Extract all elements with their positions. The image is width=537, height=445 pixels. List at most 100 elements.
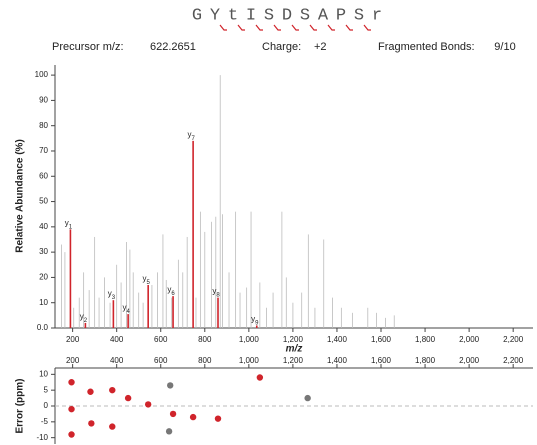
peak-label: y7 (187, 130, 195, 141)
ion-index: 7 (191, 135, 195, 141)
x-tick-label: 1,600 (371, 335, 392, 344)
ion: y (108, 289, 112, 298)
x-tick-label: 1,000 (239, 335, 260, 344)
ion-index: 8 (216, 292, 220, 298)
x-tick-label: 2,200 (503, 356, 524, 365)
error-point (144, 401, 152, 408)
residue: D (282, 6, 292, 25)
y-tick-label: 0.0 (37, 323, 49, 332)
y-tick-label: 40 (39, 222, 48, 231)
error-point (189, 413, 197, 421)
fragment-mark (255, 24, 263, 31)
y-tick-label: 30 (39, 247, 48, 256)
peak-label: y6 (167, 285, 175, 296)
x-tick-label: 1,800 (415, 356, 436, 365)
y-tick-label: 80 (39, 121, 48, 130)
ion-index: 2 (84, 318, 88, 324)
precursor: 622.2651 (150, 41, 196, 53)
error-point (88, 420, 95, 427)
ion-index: 5 (147, 280, 151, 286)
residue: G (192, 6, 202, 25)
charge: +2 (314, 41, 327, 53)
ion-index: 1 (69, 224, 73, 230)
ion: y (251, 315, 255, 324)
ion-index: 6 (171, 291, 175, 297)
x-tick-label: 1,200 (283, 335, 304, 344)
x-tick-label: 1,800 (415, 335, 436, 344)
ion: y (143, 274, 147, 283)
peak-label: y1 (65, 218, 73, 229)
y-tick-label: -10 (36, 433, 48, 442)
peak-label: y3 (108, 289, 116, 300)
error-point (304, 394, 311, 402)
residue: Y (210, 6, 220, 25)
y-tick-label: 50 (39, 197, 48, 206)
ion-index: 9 (255, 320, 259, 326)
peak-label: y8 (212, 287, 220, 298)
residue: t (228, 6, 238, 25)
fragment-mark (309, 24, 317, 31)
fragment-mark (273, 24, 281, 31)
charge-label: Charge: (262, 41, 301, 53)
x-tick-label: 1,400 (327, 356, 348, 365)
ion: y (212, 287, 216, 296)
residue: A (318, 6, 329, 25)
x-tick-label: 2,000 (459, 335, 480, 344)
error-point (124, 394, 132, 402)
residue: S (300, 6, 310, 25)
y-tick-label: -5 (41, 417, 49, 426)
error-axis-label: Error (ppm) (15, 379, 26, 434)
x-tick-label: 400 (110, 356, 124, 365)
ion-index: 4 (126, 309, 130, 315)
x-tick-label: 200 (66, 356, 80, 365)
x-tick-label: 600 (154, 356, 168, 365)
y-tick-label: 10 (39, 298, 48, 307)
y-tick-label: 60 (39, 171, 48, 180)
y-tick-label: 10 (39, 369, 48, 378)
y-tick-label: 100 (35, 70, 49, 79)
x-tick-label: 1,000 (239, 356, 260, 365)
x-tick-label: 1,600 (371, 356, 392, 365)
x-axis-label: m/z (286, 344, 303, 355)
x-tick-label: 1,200 (283, 356, 304, 365)
fragment-mark (291, 24, 299, 31)
fragment-mark (327, 24, 335, 31)
y-tick-label: 0 (44, 401, 49, 410)
y-tick-label: 20 (39, 273, 48, 282)
fragment-mark (237, 24, 245, 31)
y-tick-label: 70 (39, 146, 48, 155)
y-axis-label: Relative Abundance (%) (15, 139, 26, 253)
ion: y (187, 130, 191, 139)
precursor-label: Precursor m/z: (52, 41, 124, 53)
ion-index: 3 (112, 295, 116, 301)
bonds: 9/10 (494, 41, 515, 53)
peak-label: y4 (122, 303, 130, 314)
bonds-label: Fragmented Bonds: (378, 41, 475, 53)
x-tick-label: 400 (110, 335, 124, 344)
error-point (165, 428, 173, 435)
y-tick-label: 90 (39, 96, 48, 105)
error-point (256, 374, 264, 381)
ion: y (122, 303, 126, 312)
residue: P (336, 6, 346, 25)
fragment-mark (219, 24, 227, 31)
residue: S (264, 6, 274, 25)
fragment-mark (363, 24, 371, 31)
peak-label: y2 (80, 312, 88, 323)
x-tick-label: 2,000 (459, 356, 480, 365)
error-point (68, 405, 75, 413)
x-tick-label: 800 (198, 335, 212, 344)
x-tick-label: 800 (198, 356, 212, 365)
error-point (68, 431, 75, 438)
residue: S (354, 6, 364, 25)
fragment-mark (345, 24, 353, 31)
error-point (87, 388, 94, 395)
error-point (109, 423, 116, 430)
peak-label: y9 (251, 315, 259, 326)
residue: r (372, 6, 382, 25)
error-point (167, 382, 174, 389)
error-point (214, 415, 222, 422)
residue: I (246, 6, 256, 25)
